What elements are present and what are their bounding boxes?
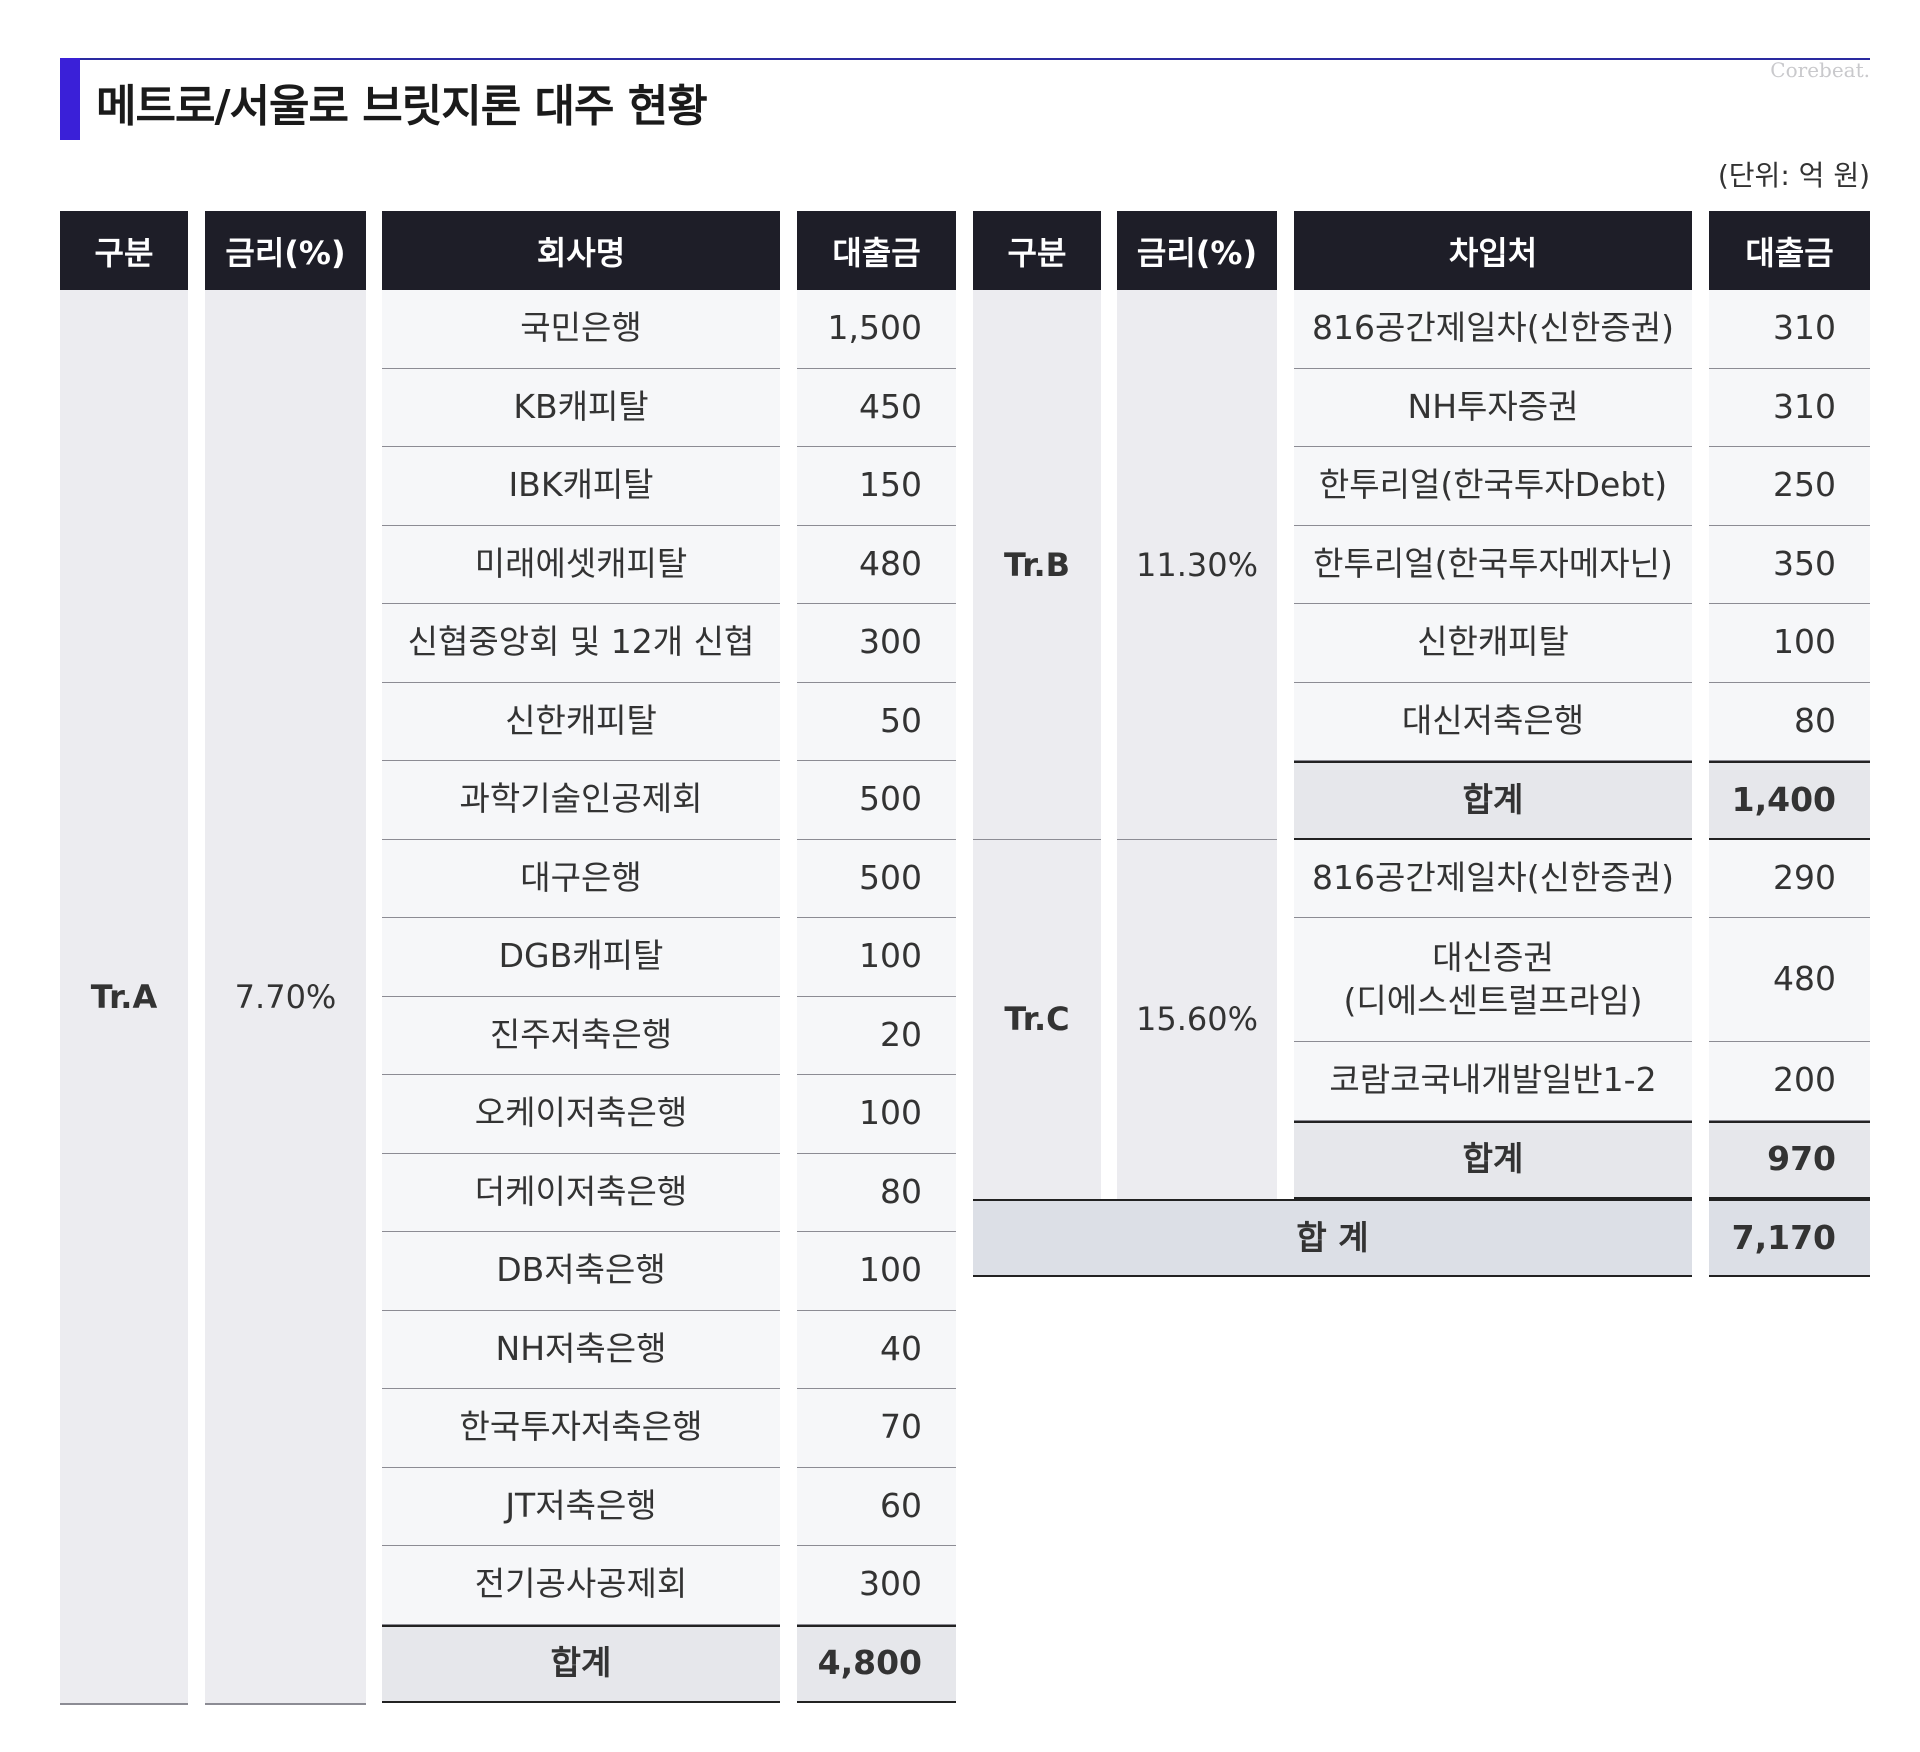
column-header: 차입처 [1294, 211, 1692, 290]
tranche-name: Tr.B [973, 290, 1101, 840]
lender-name: 미래에셋캐피탈 [382, 525, 780, 604]
lender-name: NH저축은행 [382, 1310, 780, 1389]
column-header: 대출금 [1709, 211, 1870, 290]
loan-amount: 480 [1709, 918, 1870, 1042]
loan-amount: 500 [797, 761, 956, 840]
loan-amount: 310 [1709, 290, 1870, 369]
lender-name: 오케이저축은행 [382, 1075, 780, 1154]
column-header: 대출금 [797, 211, 956, 290]
loan-amount: 70 [797, 1389, 956, 1468]
lender-name: NH투자증권 [1294, 368, 1692, 447]
column-header: 금리(%) [1117, 211, 1277, 290]
lender-name: 코람코국내개발일반1-2 [1294, 1042, 1692, 1121]
lender-name: JT저축은행 [382, 1467, 780, 1546]
loan-amount: 80 [1709, 682, 1870, 761]
group-bottom-rule [60, 1703, 188, 1705]
group-bottom-rule [205, 1703, 366, 1705]
column-header: 구분 [60, 211, 188, 290]
loan-amount: 40 [797, 1310, 956, 1389]
loan-amount: 250 [1709, 447, 1870, 526]
tranche-name: Tr.C [973, 839, 1101, 1199]
lender-name: 국민은행 [382, 290, 780, 369]
loan-amount: 20 [797, 996, 956, 1075]
loan-amount: 100 [797, 918, 956, 997]
lender-name: 신협중앙회 및 12개 신협 [382, 604, 780, 683]
column-header: 회사명 [382, 211, 780, 290]
lender-name: 과학기술인공제회 [382, 761, 780, 840]
column-header: 금리(%) [205, 211, 366, 290]
tranche-rate: 15.60% [1117, 839, 1277, 1199]
lender-name: 한투리얼(한국투자Debt) [1294, 447, 1692, 526]
column-header: 구분 [973, 211, 1101, 290]
lender-name: 전기공사공제회 [382, 1546, 780, 1625]
loan-amount: 100 [1709, 604, 1870, 683]
loan-amount: 200 [1709, 1042, 1870, 1121]
group-bottom-rule [1117, 838, 1277, 840]
page-title: 메트로/서울로 브릿지론 대주 현황 [96, 81, 708, 132]
loan-amount: 100 [797, 1232, 956, 1311]
lender-name: DGB캐피탈 [382, 918, 780, 997]
loan-amount: 60 [797, 1467, 956, 1546]
loan-amount: 450 [797, 368, 956, 447]
subtotal-label: 합계 [382, 1624, 780, 1703]
loan-amount: 150 [797, 447, 956, 526]
loan-amount: 500 [797, 839, 956, 918]
lender-name: 신한캐피탈 [1294, 604, 1692, 683]
watermark-logo: Corebeat. [1770, 58, 1870, 82]
lender-name: 진주저축은행 [382, 996, 780, 1075]
lender-name: 더케이저축은행 [382, 1153, 780, 1232]
loan-amount: 300 [797, 604, 956, 683]
top-rule [60, 58, 1870, 60]
subtotal-value: 970 [1709, 1120, 1870, 1199]
group-bottom-rule [973, 838, 1101, 840]
loan-amount: 1,500 [797, 290, 956, 369]
subtotal-value: 1,400 [1709, 761, 1870, 840]
subtotal-value: 4,800 [797, 1624, 956, 1703]
lender-name: 대신증권 (디에스센트럴프라임) [1294, 918, 1692, 1042]
grand-total-value: 7,170 [1709, 1199, 1870, 1277]
lender-name: 신한캐피탈 [382, 682, 780, 761]
tranche-name: Tr.A [60, 290, 188, 1703]
tranche-rate: 7.70% [205, 290, 366, 1703]
lender-name: 대신저축은행 [1294, 682, 1692, 761]
loan-amount: 290 [1709, 839, 1870, 918]
lender-name: 대구은행 [382, 839, 780, 918]
lender-name: 한국투자저축은행 [382, 1389, 780, 1468]
title-accent-bar [60, 58, 80, 140]
lender-name: DB저축은행 [382, 1232, 780, 1311]
lender-name: 816공간제일차(신한증권) [1294, 290, 1692, 369]
loan-amount: 50 [797, 682, 956, 761]
loan-amount: 80 [797, 1153, 956, 1232]
loan-amount: 100 [797, 1075, 956, 1154]
loan-amount: 310 [1709, 368, 1870, 447]
subtotal-label: 합계 [1294, 761, 1692, 840]
lender-name: KB캐피탈 [382, 368, 780, 447]
lender-name: 한투리얼(한국투자메자닌) [1294, 525, 1692, 604]
loan-amount: 300 [797, 1546, 956, 1625]
tranche-rate: 11.30% [1117, 290, 1277, 840]
subtotal-label: 합계 [1294, 1120, 1692, 1199]
grand-total-label: 합 계 [973, 1199, 1692, 1277]
unit-label: (단위: 억 원) [1717, 159, 1870, 192]
loan-amount: 350 [1709, 525, 1870, 604]
lender-name: 816공간제일차(신한증권) [1294, 839, 1692, 918]
loan-amount: 480 [797, 525, 956, 604]
lender-name: IBK캐피탈 [382, 447, 780, 526]
